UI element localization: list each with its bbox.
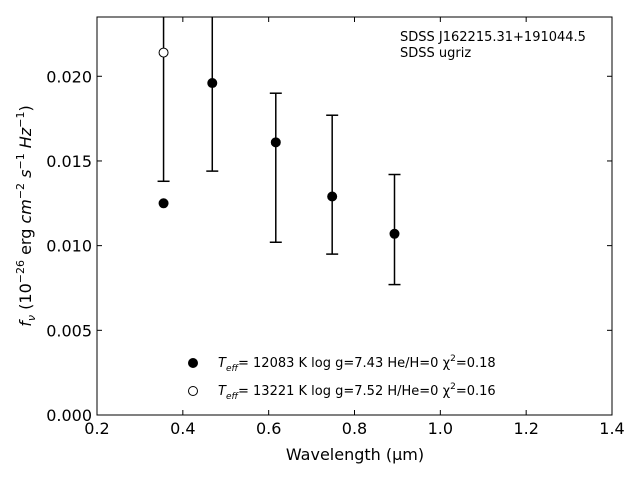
- x-tick-label: 1.4: [599, 419, 624, 438]
- legend-marker-open: [188, 386, 198, 396]
- error-bars: [157, 17, 401, 286]
- legend-entry-2-text: = 13221 K log g=7.52 H/He=0 χ: [238, 384, 451, 399]
- axis-ticks: 0.2 0.4 0.6 0.8 1.0 1.2 1.4 0.000 0.005 0.010 0.01…: [46, 17, 625, 438]
- model-point-filled: [389, 228, 400, 239]
- x-axis-label: Wavelength (μm): [286, 445, 424, 464]
- model-point-filled: [327, 191, 338, 202]
- legend-entry-1-tail: =0.18: [456, 356, 496, 371]
- y-tick-label: 0.020: [46, 67, 92, 86]
- y-tick-label: 0.005: [46, 321, 92, 340]
- legend-entry-1: Teff= 12083 K log g=7.43 He/H=0 χ2=0.18: [218, 354, 496, 374]
- legend-entry-1-sub: eff: [226, 364, 240, 374]
- model-point-filled: [270, 137, 281, 148]
- x-tick-label: 0.2: [84, 419, 109, 438]
- y-axis-label: fν (10−26 erg cm−2 s−1 Hz−1): [14, 105, 38, 326]
- x-tick-label: 0.8: [342, 419, 367, 438]
- legend-entry-1-text: = 12083 K log g=7.43 He/H=0 χ: [238, 356, 451, 371]
- annotation: SDSS J162215.31+191044.5 SDSS ugriz: [400, 30, 586, 61]
- y-tick-label: 0.015: [46, 152, 92, 171]
- legend-entry-2-tail: =0.16: [456, 384, 496, 399]
- annotation-line-2: SDSS ugriz: [400, 46, 471, 61]
- data-points: [158, 47, 400, 239]
- legend-entry-2-sub: eff: [226, 392, 240, 402]
- x-tick-label: 0.4: [170, 419, 195, 438]
- x-tick-label: 1.0: [428, 419, 453, 438]
- legend-entry-2: Teff= 13221 K log g=7.52 H/He=0 χ2=0.16: [218, 382, 496, 402]
- legend-entry-1-t: T: [218, 356, 227, 371]
- legend-entry-2-sup: 2: [450, 382, 456, 392]
- svg-text:fν (10−26 erg cm−2 s−1 Hz−1): fν (10−26 erg cm−2 s−1 Hz−1): [14, 105, 38, 326]
- model-point-filled: [207, 78, 218, 89]
- annotation-line-1: SDSS J162215.31+191044.5: [400, 30, 586, 45]
- model-point-open: [158, 47, 169, 58]
- x-tick-label: 1.2: [513, 419, 538, 438]
- legend-entry-2-t: T: [218, 384, 227, 399]
- y-tick-label: 0.010: [46, 237, 92, 256]
- legend: Teff= 12083 K log g=7.43 He/H=0 χ2=0.18 …: [188, 354, 496, 402]
- model-point-filled: [158, 198, 169, 209]
- y-tick-label: 0.000: [46, 406, 92, 425]
- legend-entry-1-sup: 2: [450, 354, 456, 364]
- legend-marker-filled: [188, 358, 198, 368]
- x-tick-label: 0.6: [256, 419, 281, 438]
